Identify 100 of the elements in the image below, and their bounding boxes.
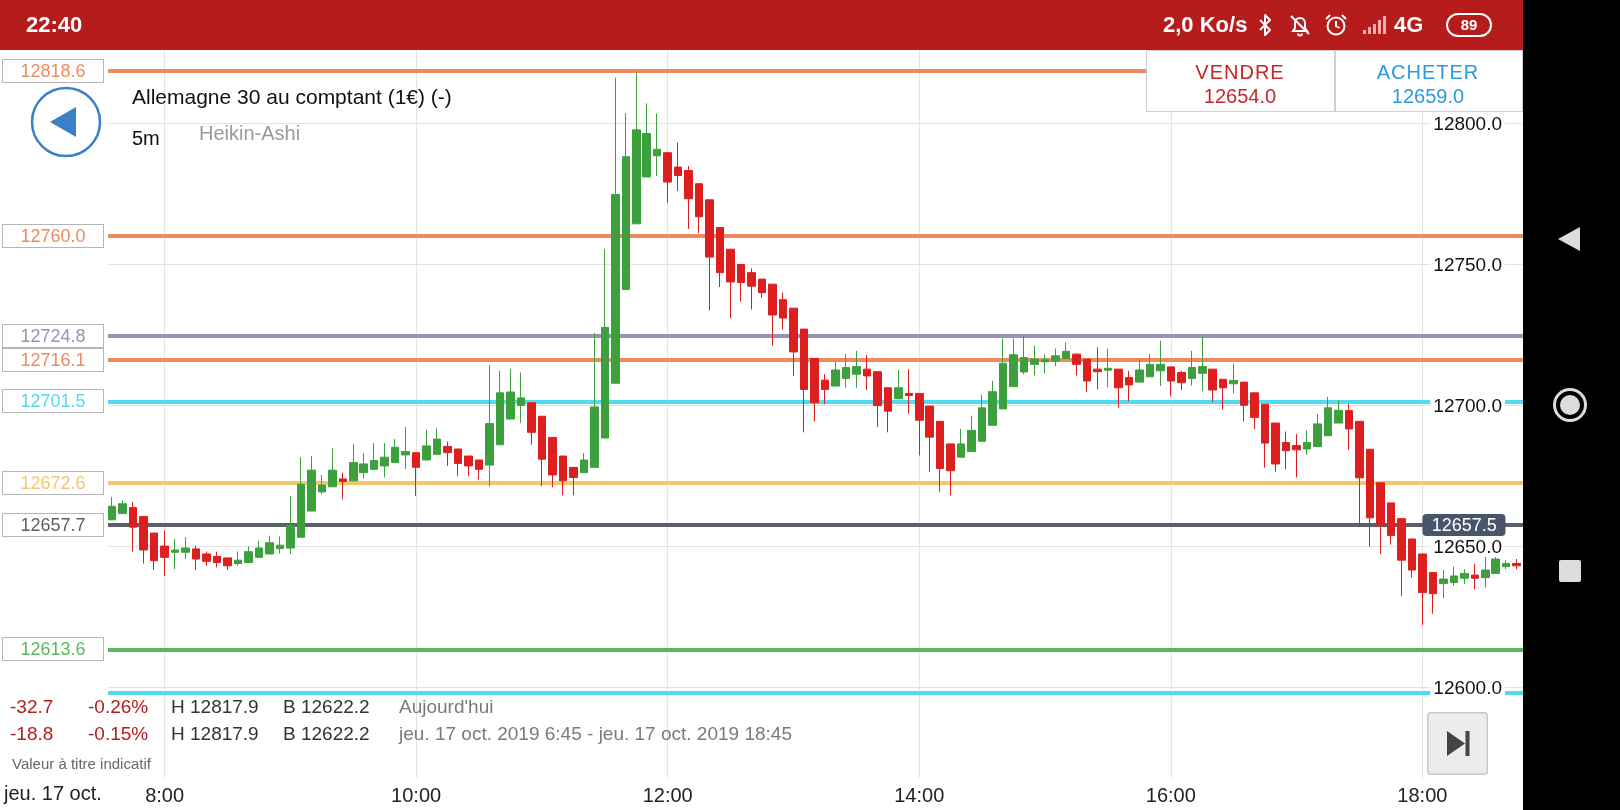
candlestick xyxy=(852,350,861,389)
text: 22:40 xyxy=(26,12,83,38)
ref-line-label: 12724.8 xyxy=(2,323,104,348)
candlestick xyxy=(1219,378,1227,410)
annotation: B 12622.2 xyxy=(283,723,370,745)
candlestick xyxy=(705,199,714,311)
annotation: jeu. 17 oct. 2019 6:45 - jeu. 17 oct. 2019 18:45 xyxy=(399,723,792,745)
annotation: Aujourd'hui xyxy=(399,696,494,718)
candlestick xyxy=(1292,433,1301,478)
candlestick xyxy=(831,361,840,387)
candlestick xyxy=(328,447,337,488)
candlestick xyxy=(150,532,158,571)
candlestick xyxy=(1502,559,1510,570)
candlestick xyxy=(1072,352,1081,376)
candlestick xyxy=(496,370,504,446)
ref-line-label: 12672.6 xyxy=(2,470,104,495)
candlestick xyxy=(422,429,431,461)
annotation: -0.26% xyxy=(88,696,149,718)
x-tick-label: 16:00 xyxy=(1145,784,1196,806)
candlestick xyxy=(286,495,295,555)
candlestick xyxy=(464,455,473,477)
annotation: 12654.0 xyxy=(1203,84,1277,108)
candlestick xyxy=(663,152,672,204)
candlestick xyxy=(967,415,976,453)
candlestick xyxy=(181,536,190,560)
candlestick xyxy=(1450,566,1458,587)
candlestick xyxy=(653,112,661,177)
candlestick xyxy=(1376,482,1385,555)
candlestick xyxy=(265,535,274,555)
candlestick xyxy=(779,292,787,331)
annotation: Valeur à titre indicatif xyxy=(12,755,151,773)
candlestick xyxy=(339,472,347,500)
candlestick xyxy=(1408,538,1416,579)
ref-line-label: 12716.1 xyxy=(2,348,104,373)
candlestick xyxy=(307,455,316,512)
candlestick xyxy=(1397,518,1406,597)
candlestick xyxy=(454,448,462,477)
candlestick xyxy=(548,436,557,488)
candlestick xyxy=(674,142,682,192)
candlestick xyxy=(1366,448,1374,548)
annotation: H 12817.9 xyxy=(171,696,259,718)
ref-line-label: 12657.7 xyxy=(2,512,104,537)
text: Allemagne 30 au comptant (1€) (-) xyxy=(132,85,452,108)
candlestick xyxy=(1125,370,1133,402)
candlestick xyxy=(391,438,399,464)
candlestick xyxy=(234,550,242,567)
annotation: ACHETER xyxy=(1376,60,1480,84)
candlestick xyxy=(1418,553,1427,626)
candlestick xyxy=(1083,358,1091,393)
ref-line-label: 12760.0 xyxy=(2,224,104,249)
candlestick xyxy=(443,440,452,467)
candlestick xyxy=(842,353,850,389)
candlestick xyxy=(863,354,871,391)
text: -32.7 xyxy=(10,696,54,718)
candlestick xyxy=(611,77,620,384)
text: 5m xyxy=(132,127,160,149)
candlestick xyxy=(1282,430,1290,470)
annotation: 12657.5 xyxy=(1422,514,1506,537)
candlestick xyxy=(1198,335,1207,392)
candlestick xyxy=(1156,340,1165,387)
candlestick xyxy=(1135,358,1144,383)
y-tick-label: 12700.0 xyxy=(1433,395,1502,417)
candlestick xyxy=(171,538,179,570)
candlestick xyxy=(139,515,148,565)
candlestick xyxy=(1041,353,1049,374)
candlestick xyxy=(580,452,588,474)
annotation: H 12817.9 xyxy=(171,723,259,745)
candlestick xyxy=(370,442,378,470)
candlestick xyxy=(1345,403,1353,451)
candlestick xyxy=(1093,346,1102,390)
annotation: Heikin-Ashi xyxy=(199,121,301,145)
candlestick xyxy=(538,415,546,487)
candlestick xyxy=(506,368,515,420)
candlestick xyxy=(821,373,829,405)
candlestick xyxy=(1177,370,1186,391)
candlestick xyxy=(412,452,420,497)
candlestick xyxy=(1009,337,1018,388)
candlestick xyxy=(1146,353,1154,378)
candlestick xyxy=(978,394,986,442)
candlestick xyxy=(1471,563,1479,590)
candlestick xyxy=(160,530,169,577)
candlestick xyxy=(475,459,483,480)
text: 2,0 Ko/s xyxy=(1163,12,1248,38)
candlestick xyxy=(1114,368,1123,409)
annotation: 12659.0 xyxy=(1391,84,1465,108)
candlestick xyxy=(297,456,305,538)
x-tick-label: 8:00 xyxy=(145,784,185,806)
candlestick xyxy=(108,496,116,521)
ref-line-label: 12818.6 xyxy=(2,58,104,83)
candlestick xyxy=(1240,381,1248,422)
candlestick xyxy=(433,427,441,455)
candlestick xyxy=(884,387,892,433)
candlestick xyxy=(747,267,756,311)
candlestick xyxy=(1439,569,1448,599)
candlestick xyxy=(527,402,536,446)
candlestick xyxy=(789,307,798,377)
annotation: B 12622.2 xyxy=(283,696,370,718)
candlestick xyxy=(768,283,777,347)
candlestick xyxy=(894,369,903,400)
candlestick xyxy=(1512,558,1521,570)
